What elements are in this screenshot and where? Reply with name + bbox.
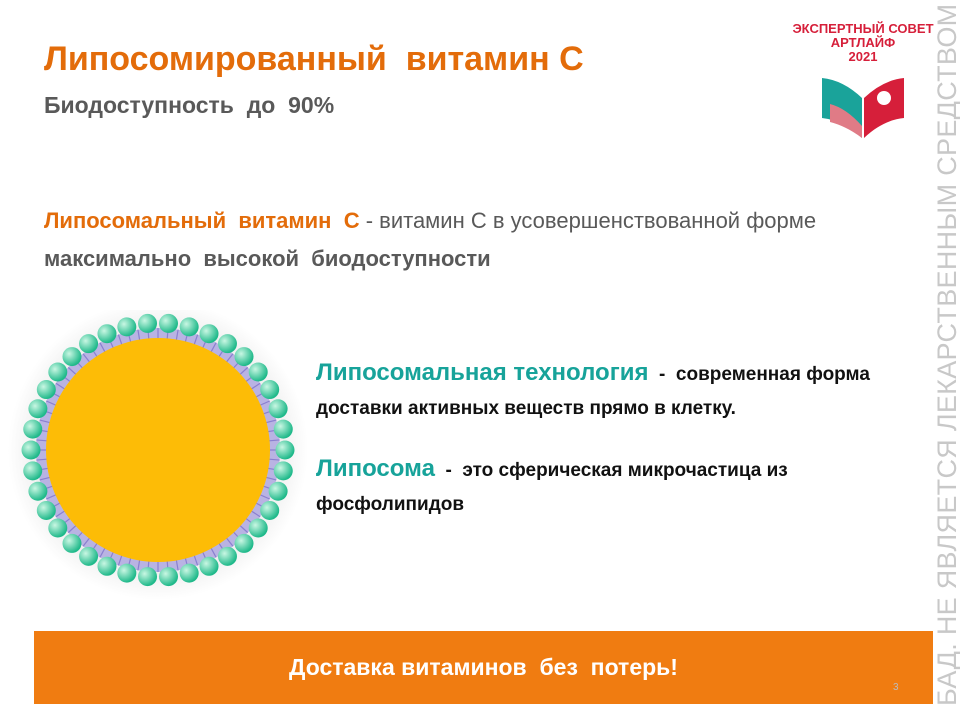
- lipid-head: [138, 567, 158, 587]
- lipid-head: [273, 419, 293, 439]
- lipid-head: [23, 419, 43, 439]
- lipid-head: [273, 461, 293, 481]
- lipid-head: [234, 533, 254, 553]
- lipid-head: [36, 500, 56, 520]
- lipid-head: [138, 313, 158, 333]
- lipid-head: [179, 317, 199, 337]
- lipid-head: [48, 362, 68, 382]
- lipid-head: [79, 334, 99, 354]
- lipid-head: [36, 380, 56, 400]
- core: [46, 338, 270, 562]
- lipid-head: [234, 347, 254, 367]
- lipid-head: [217, 334, 237, 354]
- lipid-head: [62, 533, 82, 553]
- lipid-head: [28, 399, 48, 419]
- lipid-head: [275, 440, 295, 460]
- point: Липосомальная технология - современная ф…: [316, 356, 926, 426]
- point: Липосома - это сферическая микрочастица …: [316, 452, 926, 522]
- lipid-head: [260, 500, 280, 520]
- lipid-head: [28, 481, 48, 501]
- subtitle: Биодоступность до 90%: [44, 92, 335, 118]
- lipid-head: [62, 347, 82, 367]
- intro-text: - витамин С в усовершенствованной форме: [359, 208, 823, 233]
- point-dash: -: [648, 364, 676, 385]
- logo-text: ЭКСПЕРТНЫЙ СОВЕТ: [792, 21, 934, 36]
- lipid-head: [48, 518, 68, 538]
- lipid-head: [117, 317, 137, 337]
- lipid-head: [199, 324, 219, 344]
- logo-text: АРТЛАЙФ: [830, 35, 896, 50]
- intro-term: Липосомальный витамин С: [44, 208, 360, 233]
- lipid-head: [268, 481, 288, 501]
- point-term: Липосома: [316, 455, 435, 482]
- lipid-head: [97, 324, 117, 344]
- lipid-head: [21, 440, 41, 460]
- lipid-head: [158, 567, 178, 587]
- intro-emphasis: максимально высокой биодоступности: [44, 246, 491, 271]
- logo-emblem: [822, 78, 904, 138]
- page-number: 3: [893, 682, 899, 693]
- lipid-head: [248, 518, 268, 538]
- point-dash: -: [434, 460, 463, 481]
- lipid-head: [179, 563, 199, 583]
- lipid-head: [199, 556, 219, 576]
- logo-text: 2021: [848, 49, 878, 64]
- liposome-illustration: [8, 310, 308, 600]
- lipid-head: [248, 362, 268, 382]
- banner: Доставка витаминов без потерь!: [34, 631, 933, 704]
- lipid-head: [117, 563, 137, 583]
- lipid-head: [268, 399, 288, 419]
- lipid-head: [260, 380, 280, 400]
- intro: Липосомальный витамин С - витамин С в ус…: [44, 202, 884, 278]
- lipid-head: [217, 546, 237, 566]
- point-text: это сферическая микрочастица из фосфолип…: [316, 460, 794, 515]
- side-note: БАД. НЕ ЯВЛЯЕТСЯ ЛЕКАРСТВЕННЫМ СРЕДСТВОМ: [932, 3, 960, 706]
- lipid-head: [79, 546, 99, 566]
- lipid-head: [158, 313, 178, 333]
- logo: ЭКСПЕРТНЫЙ СОВЕТ АРТЛАЙФ 2021: [788, 22, 938, 143]
- point-text: современная форма доставки активных веще…: [316, 364, 876, 419]
- title: Липосомированный витамин С: [44, 40, 584, 78]
- lipid-head: [23, 461, 43, 481]
- lipid-head: [97, 556, 117, 576]
- point-term: Липосомальная технология: [316, 359, 649, 386]
